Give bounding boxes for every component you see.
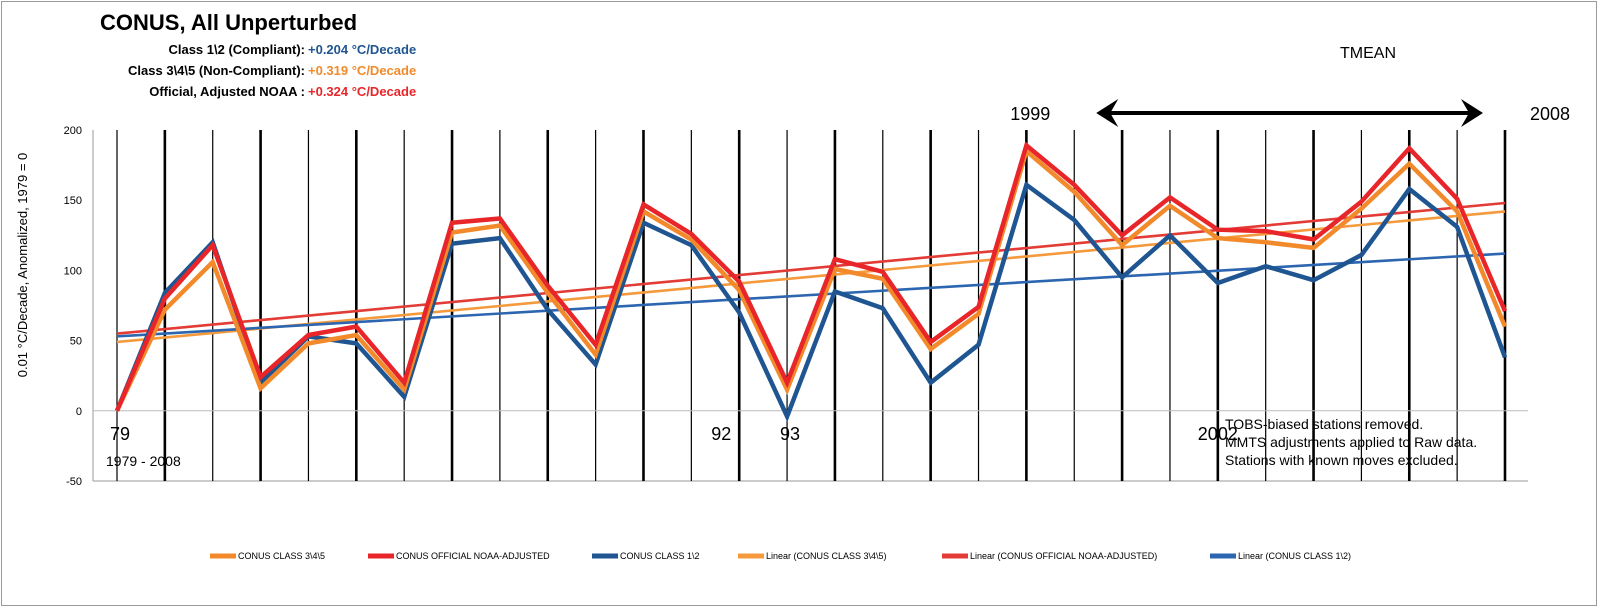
annotation-79: 79 (110, 424, 130, 444)
legend-label-4: Linear (CONUS OFFICIAL NOAA-ADJUSTED) (970, 551, 1157, 561)
series-lines (114, 141, 1508, 423)
stat-label-class345: Class 3\4\5 (Non-Compliant): (128, 63, 305, 78)
legend-label-3: Linear (CONUS CLASS 3\4\5) (766, 551, 887, 561)
chart-title: CONUS, All Unperturbed (100, 10, 357, 35)
series-line-1 (114, 141, 1508, 412)
trend-line-1 (116, 201, 1506, 335)
plot-area (93, 130, 1528, 481)
annotation-range: 1979 - 2008 (106, 453, 181, 469)
annotation-2008: 2008 (1530, 104, 1570, 124)
range-arrow-left-head (1096, 99, 1119, 127)
tmean-label: TMEAN (1340, 45, 1396, 62)
legend: CONUS CLASS 3\4\5 CONUS OFFICIAL NOAA-ADJ… (210, 551, 1351, 561)
stat-value-class345: +0.319 °C/Decade (308, 63, 416, 78)
range-arrow (1096, 99, 1483, 127)
range-arrow-right-head (1461, 99, 1483, 127)
annotation-93: 93 (780, 424, 800, 444)
annotation-1999: 1999 (1010, 104, 1050, 124)
stat-label-class12: Class 1\2 (Compliant): (168, 42, 305, 57)
stat-value-noaa: +0.324 °C/Decade (308, 84, 416, 99)
y-tick-label: 150 (64, 195, 82, 207)
stat-label-noaa: Official, Adjusted NOAA : (149, 84, 305, 99)
series-line-0 (114, 147, 1508, 412)
y-tick-label: 100 (64, 265, 82, 277)
y-tick-label: 0 (76, 406, 82, 418)
note-line-2: MMTS adjustments applied to Raw data. (1225, 434, 1477, 450)
series-line-2 (114, 181, 1508, 423)
legend-label-0: CONUS CLASS 3\4\5 (238, 551, 325, 561)
y-tick-labels: -50 0 50 100 150 200 (64, 125, 82, 488)
annotation-92: 92 (711, 424, 731, 444)
grid-lines (92, 130, 1528, 482)
legend-label-2: CONUS CLASS 1\2 (620, 551, 700, 561)
legend-label-5: Linear (CONUS CLASS 1\2) (1238, 551, 1351, 561)
y-tick-label: -50 (66, 476, 82, 488)
legend-label-1: CONUS OFFICIAL NOAA-ADJUSTED (396, 551, 550, 561)
annotation-2002: 2002 (1198, 424, 1238, 444)
stat-value-class12: +0.204 °C/Decade (308, 42, 416, 57)
y-tick-label: 50 (70, 336, 82, 348)
y-axis-label: 0.01 °C/Decade, Anomalized, 1979 = 0 (15, 153, 30, 378)
note-line-3: Stations with known moves excluded. (1225, 452, 1458, 468)
y-tick-label: 200 (64, 125, 82, 137)
note-line-1: TOBS-biased stations removed. (1225, 416, 1423, 432)
